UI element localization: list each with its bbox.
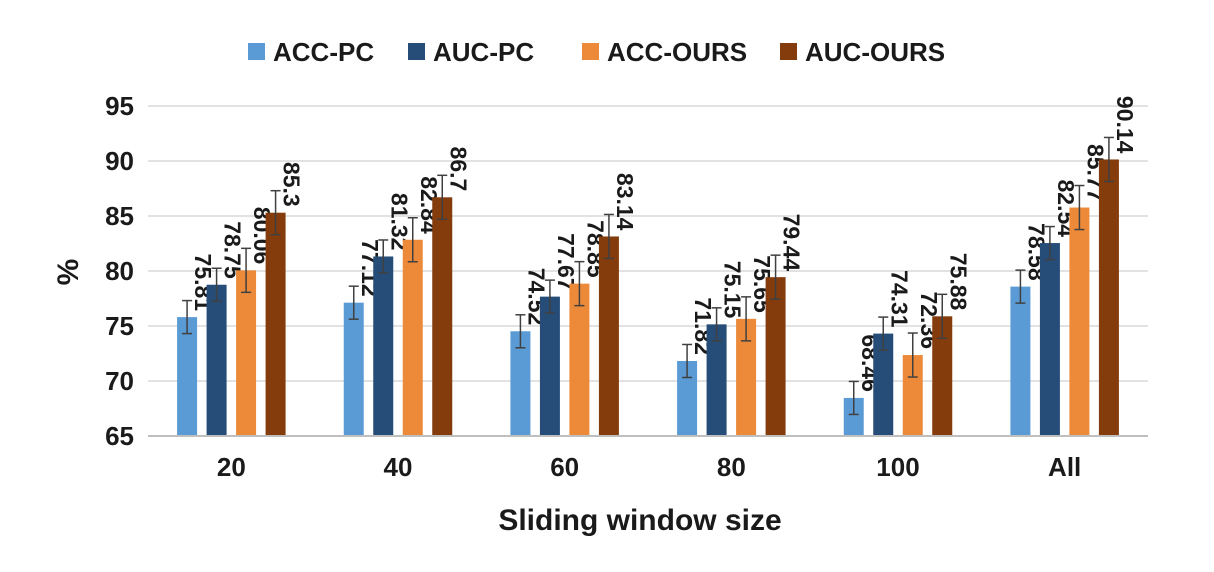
bar-acc-ours-all [1069, 207, 1090, 436]
bar-acc-pc-all [1010, 286, 1031, 436]
error-bar [711, 307, 722, 342]
bar-acc-ours-40 [402, 239, 423, 436]
y-axis-ticks: 65 70 75 80 85 90 95 [105, 91, 134, 451]
data-label: 79.44 [779, 214, 805, 272]
data-label: 75.15 [720, 261, 746, 319]
bar-auc-pc-20 [206, 284, 227, 436]
bar-auc-pc-100 [873, 333, 894, 436]
bar-auc-ours-all [1098, 159, 1119, 436]
bar-auc-pc-60 [539, 296, 560, 436]
bar-acc-ours-60 [569, 283, 590, 436]
error-bar [241, 247, 252, 294]
error-bar [544, 279, 555, 314]
bar-acc-ours-80 [736, 318, 757, 436]
error-bar [182, 299, 193, 335]
bar-auc-pc-80 [706, 324, 727, 436]
bar-acc-ours-100 [902, 355, 923, 436]
y-tick-label: 75 [105, 311, 134, 341]
error-bar [603, 213, 614, 260]
data-label: 86.7 [445, 147, 471, 192]
x-axis-title: Sliding window size [498, 504, 781, 537]
bar-auc-ours-60 [598, 236, 619, 436]
bar-auc-ours-80 [765, 277, 786, 436]
legend-label: ACC-PC [273, 37, 374, 67]
error-bar [348, 285, 359, 320]
data-label: 83.14 [612, 173, 638, 231]
x-tick-label: 60 [550, 452, 579, 482]
error-bar [1044, 225, 1055, 261]
y-tick-label: 65 [105, 421, 134, 451]
error-bar [682, 343, 693, 379]
error-bar [848, 380, 859, 416]
data-label: 90.14 [1112, 96, 1138, 154]
legend-label: ACC-OURS [607, 37, 747, 67]
y-axis-title: % [52, 259, 85, 286]
y-tick-label: 85 [105, 201, 134, 231]
bar-auc-pc-all [1039, 243, 1060, 436]
x-tick-label: All [1048, 452, 1081, 482]
error-bar [407, 217, 418, 263]
y-tick-label: 70 [105, 366, 134, 396]
legend-item-acc-pc: ACC-PC [248, 37, 374, 67]
data-label: 78.75 [220, 221, 246, 279]
bar-acc-ours-20 [236, 270, 257, 436]
error-bar [878, 316, 889, 351]
y-tick-label: 95 [105, 91, 134, 121]
bar-acc-pc-20 [177, 317, 198, 436]
error-bar [937, 293, 948, 340]
error-bar [574, 260, 585, 307]
legend-item-acc-ours: ACC-OURS [582, 37, 747, 67]
legend-item-auc-pc: AUC-PC [408, 37, 534, 67]
gridlines [148, 105, 1148, 437]
data-label: 75.88 [945, 253, 971, 311]
x-tick-label: 40 [384, 452, 413, 482]
error-bar [1103, 136, 1114, 183]
bar-acc-pc-40 [343, 302, 364, 436]
legend-swatch [780, 43, 797, 60]
error-bar [770, 254, 781, 300]
legend-label: AUC-PC [433, 37, 534, 67]
bar-auc-ours-20 [265, 212, 286, 436]
x-tick-label: 20 [217, 452, 246, 482]
y-tick-label: 90 [105, 146, 134, 176]
error-bar [741, 296, 752, 342]
error-bar [1015, 269, 1026, 304]
bar-auc-pc-40 [373, 256, 394, 436]
error-bar [378, 239, 389, 274]
bar-acc-pc-100 [843, 397, 864, 436]
error-bar [907, 332, 918, 378]
error-bar [1074, 184, 1085, 231]
data-label: 85.3 [279, 162, 305, 207]
y-tick-label: 80 [105, 256, 134, 286]
bar-acc-pc-80 [677, 360, 698, 436]
x-axis-ticks: 20 40 60 80 100 All [217, 452, 1081, 482]
legend-swatch [582, 43, 599, 60]
error-bar [515, 314, 526, 349]
legend: ACC-PC AUC-PC ACC-OURS AUC-OURS [248, 37, 945, 67]
x-tick-label: 100 [876, 452, 919, 482]
legend-swatch [248, 43, 265, 60]
data-label: 74.31 [886, 270, 912, 328]
error-bar [437, 174, 448, 221]
bar-auc-ours-40 [432, 197, 453, 436]
bar-auc-ours-100 [932, 316, 953, 436]
error-bar [270, 189, 281, 236]
error-bar [211, 267, 222, 302]
bar-acc-pc-60 [510, 331, 531, 436]
legend-item-auc-ours: AUC-OURS [780, 37, 945, 67]
legend-swatch [408, 43, 425, 60]
x-tick-label: 80 [717, 452, 746, 482]
legend-label: AUC-OURS [805, 37, 945, 67]
